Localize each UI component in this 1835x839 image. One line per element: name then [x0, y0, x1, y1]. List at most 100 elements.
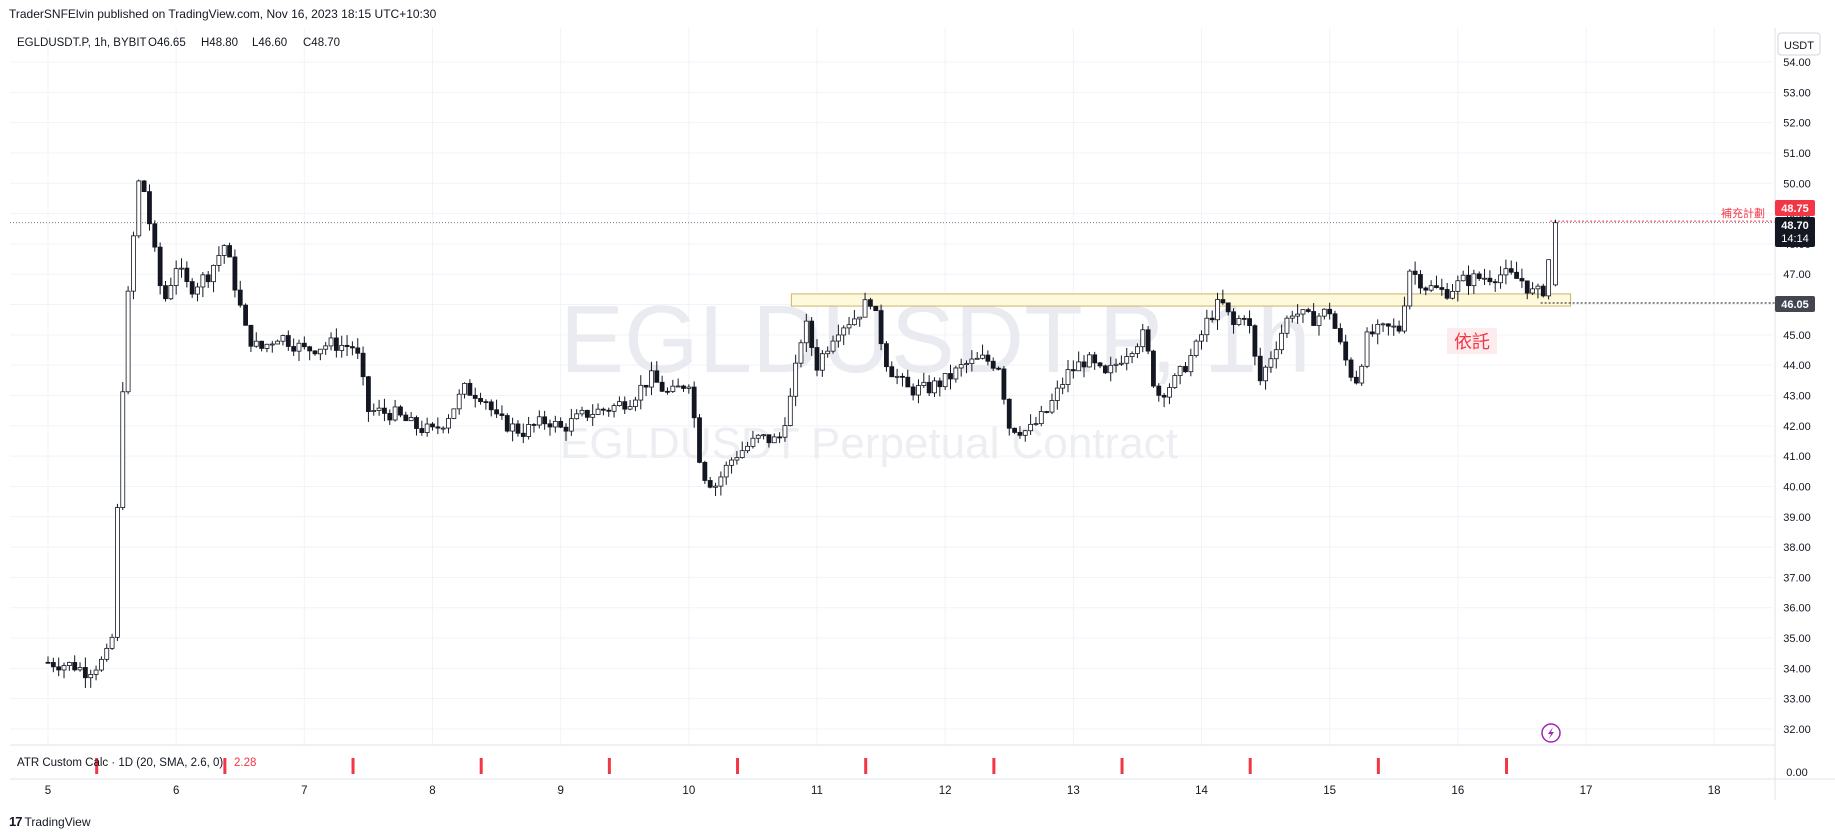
- candle-body: [1353, 376, 1359, 384]
- candle-body: [1102, 365, 1108, 374]
- candle-body: [868, 299, 873, 307]
- price-axis: 54.0053.0052.0051.0050.0049.0048.0047.00…: [1783, 57, 1811, 736]
- candle-body: [99, 658, 104, 671]
- candle-body: [360, 352, 366, 378]
- time-axis: 5 6 7 8 9 10 11 12 13 14 15 16 17 18: [45, 785, 1721, 797]
- candle-body: [996, 367, 1001, 370]
- candle-body: [1482, 277, 1487, 280]
- candle-body: [627, 406, 633, 410]
- candle-body: [269, 343, 275, 346]
- candle-body: [1540, 285, 1546, 297]
- atr-bar: [223, 758, 227, 774]
- candle-body: [504, 415, 510, 432]
- candle-body: [777, 436, 783, 439]
- candle-body: [1519, 278, 1525, 282]
- candle-body: [691, 386, 697, 419]
- candle-body: [526, 424, 532, 437]
- time-tick-label: 6: [173, 785, 179, 797]
- candle-body: [328, 337, 334, 347]
- candle-body: [1231, 311, 1236, 325]
- candle-body: [1359, 365, 1365, 384]
- candle-body: [654, 370, 660, 383]
- currency-box[interactable]: [1777, 32, 1821, 56]
- candle-body: [1167, 387, 1172, 398]
- order-label: 依託: [1454, 332, 1490, 352]
- candle-body: [50, 662, 56, 668]
- candle-body: [1220, 299, 1226, 304]
- time-tick-label: 14: [1195, 785, 1208, 797]
- legend-open: O46.65: [148, 37, 186, 49]
- candle-body: [884, 343, 889, 368]
- candle-body: [1028, 423, 1034, 432]
- candle-body: [739, 450, 745, 458]
- candle-body: [1321, 308, 1327, 317]
- candle-body: [798, 342, 804, 364]
- time-tick-label: 8: [429, 785, 435, 797]
- tradingview-logo[interactable]: 17 TradingView: [9, 814, 91, 829]
- candle-body: [1044, 411, 1050, 413]
- candle-body: [1476, 273, 1482, 279]
- candle-body: [1492, 281, 1498, 284]
- tradingview-logo-icon: 17: [9, 814, 23, 829]
- candle-body: [974, 357, 980, 360]
- candle-body: [916, 385, 921, 396]
- price-tick-label: 53.00: [1783, 87, 1811, 99]
- candle-body: [344, 344, 350, 348]
- candle-body: [1439, 287, 1445, 290]
- resistance-zone[interactable]: [790, 293, 1572, 307]
- candle-body: [825, 350, 831, 355]
- candle-body: [147, 191, 152, 225]
- candle-body: [734, 457, 740, 461]
- candle-body: [1364, 331, 1370, 367]
- candle-body: [472, 394, 478, 399]
- candle-body: [910, 386, 916, 396]
- candle-body: [964, 363, 969, 366]
- candle-body: [1402, 305, 1407, 332]
- candle-body: [195, 286, 200, 295]
- candle-body: [1428, 285, 1434, 291]
- candle-body: [152, 223, 158, 248]
- candle-body: [670, 385, 676, 392]
- legend-symbol[interactable]: EGLDUSDT.P, 1h, BYBIT: [17, 37, 147, 49]
- candle-body: [1257, 355, 1263, 382]
- atr-bar: [1120, 758, 1124, 774]
- atr-pane: [95, 758, 1509, 774]
- candle-body: [184, 267, 190, 282]
- price-tick-label: 37.00: [1783, 572, 1811, 584]
- candle-body: [536, 416, 542, 426]
- candle-body: [179, 267, 184, 270]
- candle-body: [232, 256, 238, 291]
- price-tick-label: 43.00: [1783, 391, 1811, 403]
- candle-body: [200, 274, 206, 288]
- candle-body: [1113, 363, 1119, 366]
- candle-body: [366, 376, 371, 412]
- candle-body: [1553, 222, 1558, 286]
- watermark-description: EGLDUSDT Perpetual Contract: [560, 419, 1178, 468]
- candle-body: [72, 662, 78, 671]
- candle-body: [819, 353, 825, 371]
- price-tick-label: 41.00: [1783, 451, 1811, 463]
- tradingview-brand: TradingView: [24, 814, 91, 829]
- order-label-box[interactable]: [1447, 328, 1497, 354]
- candle-body: [1412, 270, 1418, 275]
- candle-body: [1369, 331, 1375, 335]
- candle-body: [643, 384, 649, 388]
- candle-body: [1348, 359, 1354, 378]
- candle-body: [905, 376, 911, 388]
- candle-body: [494, 409, 499, 415]
- candle-body: [243, 304, 248, 326]
- lightning-icon[interactable]: [1541, 723, 1561, 743]
- candle-body: [1215, 299, 1220, 321]
- candle-body: [1535, 285, 1541, 290]
- candle-body: [248, 324, 254, 347]
- atr-indicator-label[interactable]: ATR Custom Calc · 1D (20, SMA, 2.6, 0): [17, 757, 223, 769]
- atr-bar: [1505, 758, 1509, 774]
- candle-body: [649, 370, 654, 388]
- candle-body: [1305, 309, 1311, 312]
- candle-body: [1177, 366, 1183, 376]
- atr-bar: [864, 758, 868, 774]
- last-price-value: 48.70: [1781, 220, 1809, 232]
- candle-body: [958, 364, 964, 369]
- candle-body: [1487, 277, 1493, 283]
